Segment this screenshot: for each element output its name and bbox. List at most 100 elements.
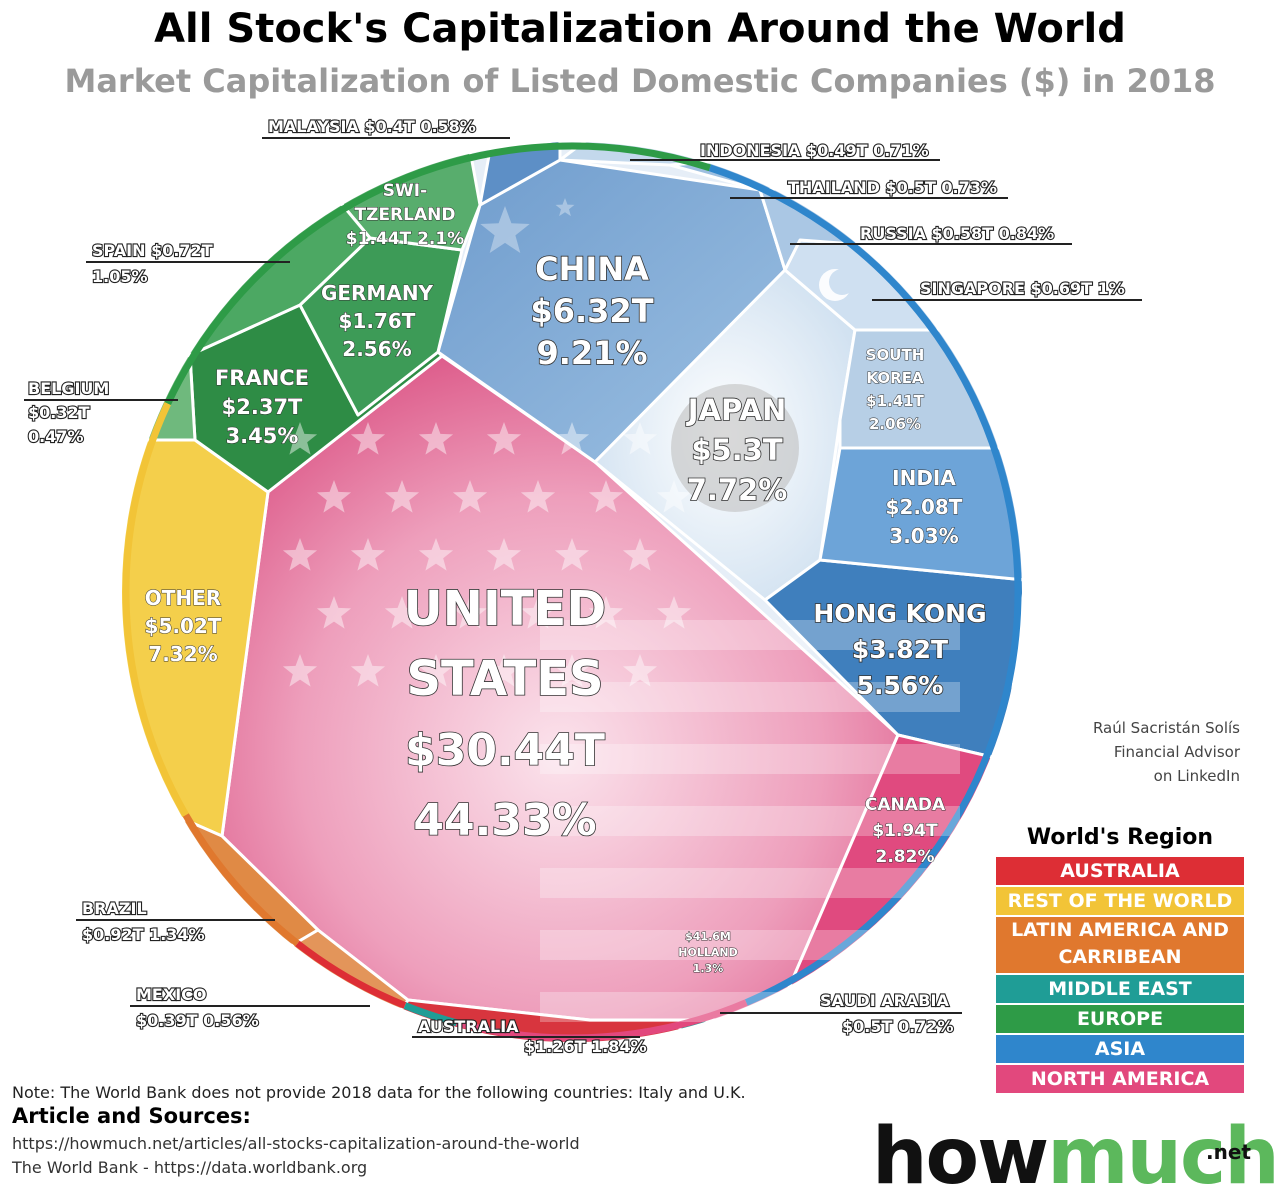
label-united-states: UNITED [404, 581, 606, 637]
credit-line: Raúl Sacristán Solís [1092, 719, 1240, 737]
logo-much: much [1047, 1112, 1280, 1202]
star-icon [520, 596, 556, 629]
legend-item-latin-america: LATIN AMERICA AND CARRIBEAN [996, 917, 1244, 973]
star-icon [384, 480, 420, 513]
label-switzerland: $1.44T 2.1% [346, 229, 464, 249]
label-holland: HOLLAND [678, 946, 737, 959]
label-united-states: 44.33% [413, 795, 596, 846]
us-flag-stripe [540, 868, 960, 898]
label-spain: 1.05% [92, 267, 148, 286]
star-icon [350, 422, 386, 455]
label-hong-kong: $3.82T [852, 635, 948, 664]
label-other: OTHER [145, 586, 221, 610]
star-icon [622, 538, 658, 571]
cell-malaysia [478, 140, 562, 207]
legend-title: World's Region [1026, 825, 1214, 850]
label-india: 3.03% [889, 524, 958, 548]
chart-subtitle: Market Capitalization of Listed Domestic… [64, 62, 1216, 100]
us-flag-stripe [540, 620, 960, 650]
label-mexico: $0.39T 0.56% [136, 1011, 259, 1030]
singapore-crescent-icon [829, 269, 855, 295]
star-icon [520, 480, 556, 513]
label-canada: $1.94T [872, 821, 938, 841]
label-south-korea: $1.41T [866, 392, 924, 410]
label-united-states: STATES [406, 651, 603, 707]
label-holland: $41.6M [685, 930, 731, 943]
star-icon [282, 422, 318, 455]
label-france: FRANCE [215, 366, 309, 390]
us-flag-stripe [540, 744, 960, 774]
japan-flag-disc [671, 384, 799, 512]
chart-title: All Stock's Capitalization Around the Wo… [154, 6, 1126, 52]
star-icon [350, 538, 386, 571]
legend-item-australia: AUSTRALIA [996, 857, 1244, 885]
label-germany: 2.56% [342, 337, 411, 361]
star-icon [554, 422, 590, 455]
region-border-rest-of-the-world [122, 402, 189, 817]
credit: Raúl Sacristán Solís Financial Advisor o… [1060, 716, 1240, 788]
label-australia: AUSTRALIA [418, 1017, 519, 1036]
label-thailand: THAILAND $0.5T 0.73% [788, 178, 997, 197]
star-icon [588, 480, 624, 513]
star-icon [452, 596, 488, 629]
label-india: $2.08T [886, 495, 963, 519]
star-icon [486, 654, 522, 687]
cell-hong-kong [763, 558, 1024, 762]
star-icon [656, 596, 692, 629]
region-border-middle-east [403, 1002, 458, 1027]
label-switzerland: TZERLAND [355, 205, 456, 225]
label-germany: $1.76T [339, 309, 416, 333]
star-icon [480, 206, 530, 253]
label-china: 9.21% [536, 334, 647, 372]
label-china: $6.32T [530, 292, 653, 330]
star-icon [554, 538, 590, 571]
label-south-korea: KOREA [866, 369, 923, 387]
legend-item-north-america: NORTH AMERICA [996, 1065, 1244, 1093]
us-flag-stripe [540, 682, 960, 712]
star-icon [622, 422, 658, 455]
source-link[interactable]: The World Bank - https://data.worldbank.… [12, 1158, 368, 1177]
region-border-europe [164, 142, 711, 405]
star-icon [555, 198, 575, 217]
legend-item-asia: ASIA [996, 1035, 1244, 1063]
label-germany: GERMANY [321, 281, 434, 305]
star-icon [316, 596, 352, 629]
logo-net: .net [1206, 1140, 1251, 1164]
star-icon [316, 480, 352, 513]
star-icon [350, 654, 386, 687]
label-switzerland: SWI- [383, 181, 427, 201]
region-border-australia [295, 940, 407, 1009]
star-icon [384, 596, 420, 629]
star-icon [282, 654, 318, 687]
label-south-korea: SOUTH [866, 346, 925, 364]
label-mexico: MEXICO [136, 985, 206, 1004]
source-link[interactable]: https://howmuch.net/articles/all-stocks-… [12, 1134, 580, 1153]
label-belgium: BELGIUM [28, 379, 109, 398]
label-united-states: $30.44T [405, 725, 605, 776]
note: Note: The World Bank does not provide 20… [12, 1083, 746, 1102]
label-singapore: SINGAPORE $0.69T 1% [920, 279, 1125, 298]
label-malaysia: MALAYSIA $0.4T 0.58% [268, 117, 476, 136]
label-australia: $1.26T 1.84% [524, 1037, 647, 1056]
label-china: CHINA [535, 250, 649, 288]
howmuch-logo: howmuch [872, 1112, 1280, 1202]
label-brazil: $0.92T 1.34% [82, 925, 205, 944]
label-holland: 1.3% [693, 962, 724, 975]
label-belgium: 0.47% [28, 427, 84, 446]
label-russia: RUSSIA $0.58T 0.84% [860, 224, 1054, 243]
star-icon [486, 422, 522, 455]
us-flag-stripe [540, 930, 960, 960]
star-icon [622, 654, 658, 687]
star-icon [452, 480, 488, 513]
legend-item-rest-of-world: REST OF THE WORLD [996, 887, 1244, 915]
label-india: INDIA [892, 466, 956, 490]
label-canada: 2.82% [876, 847, 935, 867]
credit-line: on LinkedIn [1153, 767, 1240, 785]
label-belgium: $0.32T [28, 403, 90, 422]
star-icon [418, 422, 454, 455]
label-france: 3.45% [226, 424, 299, 448]
legend-item-middle-east: MIDDLE EAST [996, 975, 1244, 1003]
star-icon [486, 538, 522, 571]
label-other: $5.02T [145, 614, 222, 638]
